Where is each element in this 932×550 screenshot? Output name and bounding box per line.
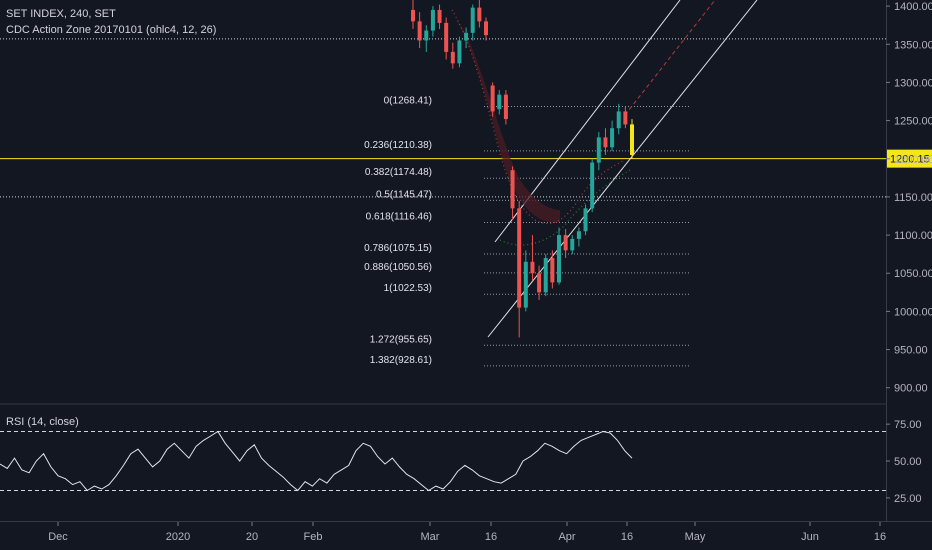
rsi-layer: 25.00 50.00 75.00	[0, 419, 922, 505]
fib-level-label: 0.5(1145.47)	[376, 189, 432, 200]
time-tick-label: Jun	[801, 531, 819, 543]
candle-body	[497, 94, 502, 110]
rsi-legend[interactable]: RSI (14, close)	[6, 416, 79, 428]
time-tick-label: Feb	[304, 531, 323, 543]
channel-upper-line	[494, 0, 681, 243]
candle-body	[477, 7, 482, 22]
candle-body	[537, 273, 542, 293]
price-tick-label: 950.00	[894, 345, 928, 357]
cdc-zone-cloud	[456, 20, 560, 223]
candle-body	[457, 40, 462, 64]
price-tick-label: 1000.00	[894, 306, 932, 318]
rsi-line	[0, 430, 633, 492]
price-tick-label: 1350.00	[894, 39, 932, 51]
chart-legend: SET INDEX, 240, SET CDC Action Zone 2017…	[6, 6, 216, 38]
candle-body	[590, 162, 595, 209]
price-tick-label: 1250.00	[894, 116, 932, 128]
fib-level-label: 0.618(1116.46)	[366, 212, 432, 223]
fib-level-label: 1.382(928.61)	[370, 355, 432, 366]
symbol-title[interactable]: SET INDEX, 240, SET	[6, 8, 116, 20]
candle-body	[616, 111, 621, 129]
grid-layer	[0, 0, 932, 522]
candle-body	[576, 231, 581, 239]
indicator-label[interactable]: CDC Action Zone 20170101 (ohlc4, 12, 26)	[6, 24, 217, 36]
candle-body	[570, 238, 575, 251]
candle-body	[543, 257, 548, 293]
candle-body	[503, 94, 508, 120]
time-tick-label: Apr	[558, 531, 575, 543]
time-tick-label: 16	[874, 531, 886, 543]
last-price-badge	[887, 149, 932, 168]
candle-body	[430, 9, 435, 31]
candle-body	[530, 261, 535, 274]
fibonacci-retracement: 0(1268.41) 0.236(1210.38) 0.382(1174.48) 0.…	[364, 96, 690, 367]
candle-body	[417, 21, 422, 41]
candle-body	[484, 21, 488, 36]
candle-body	[517, 208, 522, 308]
candle-body	[583, 208, 588, 232]
time-tick-label: 16	[621, 531, 633, 543]
fib-level-label: 0.236(1210.38)	[364, 140, 432, 151]
price-tick-label: 900.00	[894, 383, 928, 395]
time-tick-label: 2020	[166, 531, 190, 543]
price-tick-label: 1150.00	[894, 192, 932, 204]
price-tick-label: 1050.00	[894, 268, 932, 280]
candle-body	[411, 9, 415, 22]
candle-body	[490, 85, 495, 112]
reference-lines: 1200.15	[0, 38, 932, 198]
candle-body	[450, 51, 455, 64]
fib-level-label: 0(1268.41)	[384, 96, 432, 107]
candle-body	[470, 7, 475, 33]
candles-layer	[411, 0, 634, 338]
fib-level-label: 0.886(1050.56)	[364, 262, 432, 273]
price-tick-label: 1300.00	[894, 77, 932, 89]
price-tick-label: 1400.00	[894, 1, 932, 13]
fib-level-label: 0.382(1174.48)	[365, 167, 432, 178]
candle-body	[550, 257, 555, 283]
candle-body	[510, 170, 515, 209]
trend-channel	[487, 0, 758, 338]
candle-body	[557, 235, 561, 283]
candle-body	[464, 32, 469, 41]
time-tick-label: Dec	[48, 531, 68, 543]
price-tick-label: 1200.00	[894, 154, 932, 166]
candle-body	[610, 128, 615, 148]
time-tick-label: May	[685, 531, 706, 543]
candle-body	[596, 137, 601, 163]
fib-level-label: 1.272(955.65)	[370, 334, 432, 345]
axes-layer: 900.00 950.00 1000.00 1050.00 1100.00 1150.00…	[48, 1, 932, 543]
price-tick-label: 1100.00	[894, 230, 932, 242]
time-tick-label: 16	[485, 531, 497, 543]
rsi-tick-label: 50.00	[894, 456, 922, 468]
time-tick-label: 20	[246, 531, 258, 543]
fib-level-label: 0.786(1075.15)	[364, 243, 432, 254]
candle-body	[424, 30, 429, 41]
candle-body	[437, 9, 442, 23]
candle-body	[623, 111, 628, 125]
candle-body	[523, 261, 528, 308]
cdc-fast-ma	[451, 9, 626, 225]
channel-lower-line	[487, 0, 758, 338]
channel-mid-projection	[624, 0, 716, 116]
rsi-tick-label: 25.00	[894, 493, 922, 505]
last-price-label: 1200.15	[890, 154, 930, 166]
candle-body	[563, 235, 568, 251]
rsi-tick-label: 75.00	[894, 419, 922, 431]
candle-body	[444, 22, 449, 52]
time-tick-label: Mar	[421, 531, 440, 543]
fib-level-label: 1(1022.53)	[384, 283, 432, 294]
candle-body	[603, 137, 608, 148]
candle-body	[630, 124, 634, 155]
